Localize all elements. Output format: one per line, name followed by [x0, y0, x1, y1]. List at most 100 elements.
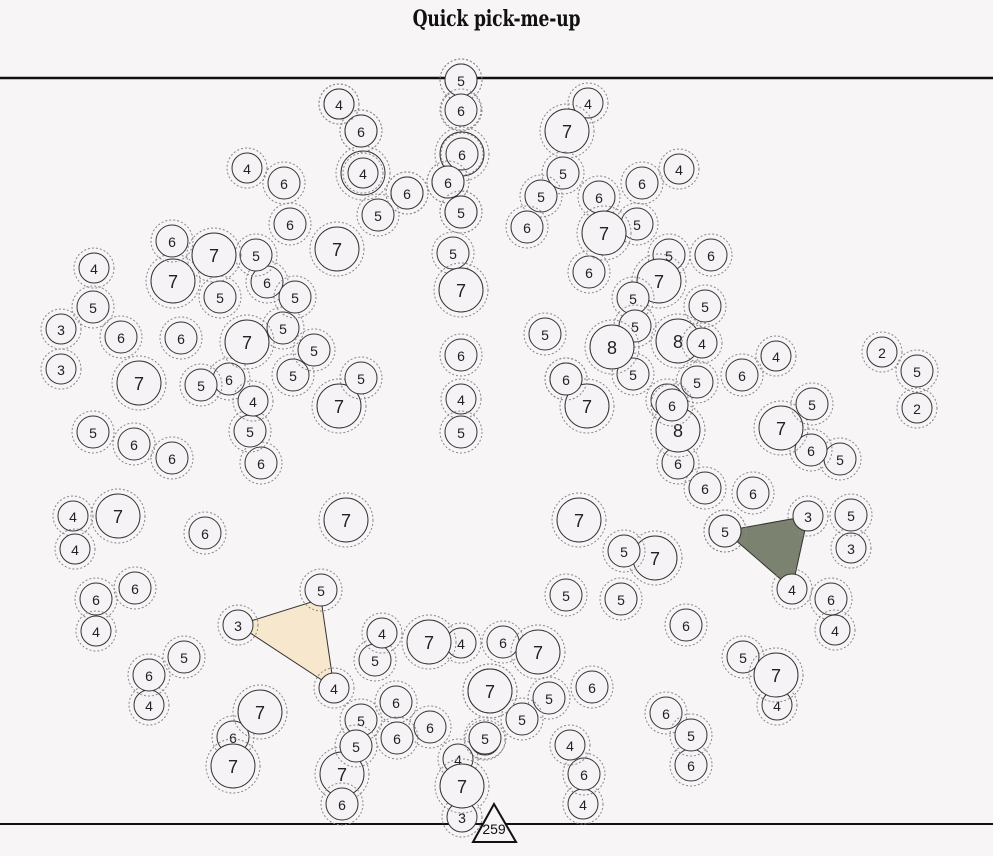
disc-body[interactable]	[686, 327, 718, 359]
disc-body[interactable]	[314, 226, 360, 272]
disc-body[interactable]	[45, 353, 77, 385]
disc-5[interactable]: 5	[721, 635, 765, 679]
disc-body[interactable]	[835, 532, 867, 564]
disc-5[interactable]: 5	[71, 410, 115, 454]
disc-5[interactable]: 5	[71, 285, 115, 329]
disc-5[interactable]: 5	[334, 724, 378, 768]
disc-body[interactable]	[323, 497, 369, 543]
disc-body[interactable]	[118, 571, 152, 605]
disc-3[interactable]: 3	[40, 348, 82, 390]
disc-7[interactable]: 7	[753, 400, 809, 456]
disc-6[interactable]: 6	[239, 441, 283, 485]
disc-5[interactable]: 5	[179, 363, 223, 407]
disc-5[interactable]: 5	[703, 509, 747, 553]
disc-6[interactable]: 6	[113, 566, 157, 610]
disc-body[interactable]	[347, 157, 379, 189]
disc-7[interactable]: 7	[539, 103, 595, 159]
disc-4[interactable]: 4	[814, 609, 856, 651]
disc-6[interactable]: 6	[268, 202, 312, 246]
disc-7[interactable]: 7	[318, 492, 374, 548]
disc-body[interactable]	[184, 368, 218, 402]
disc-body[interactable]	[431, 165, 465, 199]
disc-5[interactable]: 5	[790, 382, 834, 426]
disc-6[interactable]: 6	[689, 233, 733, 277]
disc-6[interactable]: 6	[320, 782, 364, 826]
disc-5[interactable]: 5	[353, 638, 397, 682]
disc-4[interactable]: 4	[771, 568, 813, 610]
disc-body[interactable]	[708, 514, 742, 548]
disc-body[interactable]	[549, 578, 583, 612]
disc-body[interactable]	[546, 156, 580, 190]
disc-7[interactable]: 7	[401, 614, 457, 670]
disc-7[interactable]: 7	[748, 647, 804, 703]
disc-6[interactable]: 6	[570, 665, 614, 709]
disc-body[interactable]	[267, 166, 301, 200]
disc-body[interactable]	[556, 497, 602, 543]
disc-4[interactable]: 4	[440, 378, 482, 420]
disc-7[interactable]: 7	[205, 738, 261, 794]
disc-7[interactable]: 7	[551, 492, 607, 548]
disc-body[interactable]	[688, 471, 722, 505]
disc-6[interactable]: 6	[544, 357, 588, 401]
disc-7[interactable]: 7	[433, 262, 489, 318]
disc-5[interactable]: 5	[599, 577, 643, 621]
disc-7[interactable]: 7	[309, 221, 365, 277]
disc-body[interactable]	[167, 640, 201, 674]
disc-2[interactable]: 2	[861, 331, 903, 373]
disc-5[interactable]: 5	[339, 698, 383, 742]
disc-body[interactable]	[379, 685, 413, 719]
disc-3[interactable]: 3	[787, 495, 829, 537]
disc-5[interactable]: 5	[602, 529, 646, 573]
disc-body[interactable]	[406, 619, 452, 665]
disc-6[interactable]: 6	[720, 353, 764, 397]
disc-body[interactable]	[607, 534, 641, 568]
disc-body[interactable]	[266, 311, 300, 345]
disc-body[interactable]	[468, 721, 502, 755]
disc-body[interactable]	[380, 721, 414, 755]
disc-body[interactable]	[760, 340, 792, 372]
disc-5[interactable]: 5	[439, 410, 483, 454]
disc-6[interactable]: 6	[731, 471, 775, 515]
disc-4[interactable]: 4	[755, 335, 797, 377]
disc-body[interactable]	[339, 729, 373, 763]
disc-body[interactable]	[575, 670, 609, 704]
disc-6[interactable]: 6	[74, 577, 118, 621]
disc-4[interactable]: 4	[318, 83, 360, 125]
disc-body[interactable]	[325, 787, 359, 821]
disc-7[interactable]: 7	[219, 314, 275, 370]
disc-body[interactable]	[237, 385, 269, 417]
disc-6[interactable]: 6	[385, 171, 429, 215]
shooter-triangle-icon[interactable]	[471, 801, 518, 843]
disc-body[interactable]	[725, 358, 759, 392]
disc-7[interactable]: 7	[232, 684, 288, 740]
disc-body[interactable]	[438, 267, 484, 313]
disc-3[interactable]: 3	[217, 604, 259, 646]
disc-body[interactable]	[239, 238, 273, 272]
disc-5[interactable]: 5	[228, 409, 272, 453]
disc-6[interactable]: 6	[620, 161, 664, 205]
disc-body[interactable]	[680, 365, 714, 399]
disc-body[interactable]	[581, 210, 627, 256]
disc-body[interactable]	[515, 629, 561, 675]
disc-body[interactable]	[45, 313, 77, 345]
disc-body[interactable]	[76, 290, 110, 324]
disc-6[interactable]: 6	[374, 680, 418, 724]
disc-6[interactable]: 6	[375, 716, 419, 760]
disc-6[interactable]: 6	[339, 109, 383, 153]
disc-6[interactable]: 6	[644, 691, 688, 735]
disc-body[interactable]	[344, 114, 378, 148]
disc-body[interactable]	[554, 729, 586, 761]
disc-4[interactable]: 4	[440, 622, 482, 664]
disc-4[interactable]: 4	[681, 322, 723, 364]
disc-body[interactable]	[567, 757, 601, 791]
disc-5[interactable]: 5	[463, 716, 507, 760]
disc-body[interactable]	[604, 582, 638, 616]
disc-6[interactable]: 6	[262, 161, 306, 205]
disc-body[interactable]	[188, 516, 222, 550]
disc-6[interactable]: 6	[439, 88, 483, 132]
disc-body[interactable]	[674, 718, 708, 752]
disc-body[interactable]	[866, 336, 898, 368]
disc-body[interactable]	[224, 319, 270, 365]
disc-4[interactable]: 4	[313, 667, 355, 709]
disc-body[interactable]	[273, 207, 307, 241]
